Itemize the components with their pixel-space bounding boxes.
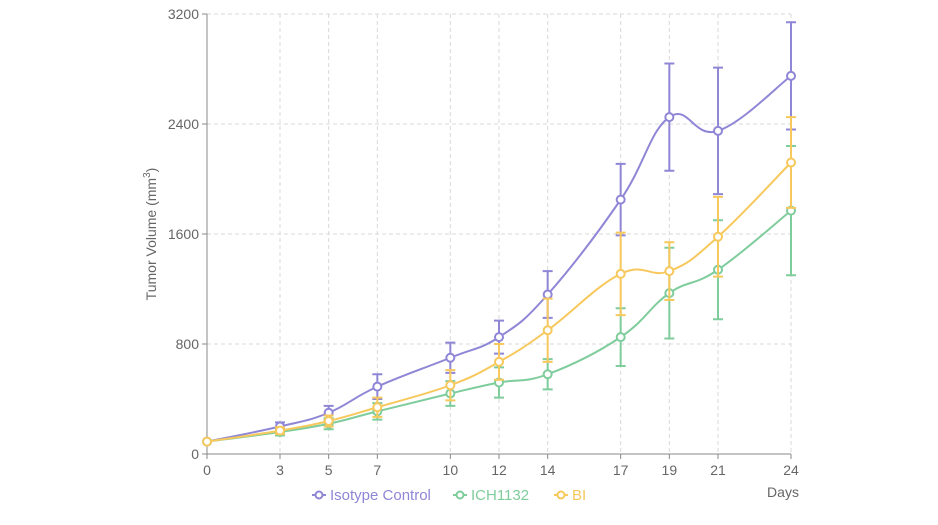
- legend-item-bi[interactable]: BI: [554, 487, 586, 504]
- data-point[interactable]: [542, 289, 553, 300]
- x-tick-label: 5: [325, 462, 333, 478]
- data-point[interactable]: [323, 416, 334, 426]
- legend-item-ich1132[interactable]: ICH1132: [453, 487, 529, 504]
- legend-item-isotype-control[interactable]: Isotype Control: [312, 487, 431, 504]
- x-tick-label: 12: [491, 462, 507, 478]
- x-tick-label: 24: [783, 462, 799, 478]
- data-point[interactable]: [494, 332, 504, 343]
- data-point[interactable]: [786, 157, 796, 168]
- data-point[interactable]: [445, 380, 456, 391]
- x-tick-label: 19: [662, 462, 678, 478]
- series-line: [206, 75, 792, 443]
- series-layer: [202, 21, 796, 447]
- series-isotype-control: [202, 21, 796, 447]
- y-axis-title-text: Tumor Volume (mm: [143, 178, 159, 300]
- data-point[interactable]: [202, 436, 212, 447]
- y-tick-label: 3200: [168, 6, 199, 22]
- y-tick-label: 0: [191, 446, 199, 462]
- series-line: [206, 161, 792, 443]
- y-axis-title-close: ): [143, 168, 159, 173]
- y-axis-title: Tumor Volume (mm3): [142, 168, 159, 301]
- x-tick-label: 3: [276, 462, 284, 478]
- x-tick-label: 0: [203, 462, 211, 478]
- legend-marker: [556, 490, 566, 500]
- legend-marker: [455, 490, 465, 500]
- y-tick-label: 2400: [168, 116, 199, 132]
- y-tick-label: 1600: [168, 226, 199, 242]
- x-axis-title: Days: [767, 484, 799, 500]
- data-point[interactable]: [615, 194, 626, 205]
- data-point[interactable]: [664, 112, 675, 123]
- y-axis-title-superscript: 3: [142, 172, 153, 178]
- data-point[interactable]: [372, 402, 383, 413]
- data-point[interactable]: [615, 268, 626, 279]
- data-point[interactable]: [372, 381, 383, 392]
- tick-labels: 0 3 5 7 10 12 14 17 19 21 24 0 800 1600 2400 3200: [168, 6, 799, 478]
- legend-label: BI: [572, 487, 586, 504]
- legend-label: ICH1132: [471, 487, 529, 504]
- y-tick-label: 800: [176, 336, 200, 352]
- data-point[interactable]: [542, 325, 553, 336]
- x-tick-label: 14: [540, 462, 556, 478]
- data-point[interactable]: [494, 356, 504, 367]
- legend[interactable]: Isotype Control ICH1132 BI: [312, 487, 586, 504]
- series-bi: [202, 116, 796, 447]
- data-point[interactable]: [542, 369, 553, 380]
- x-tick-label: 17: [613, 462, 629, 478]
- data-point[interactable]: [615, 332, 626, 343]
- x-tick-label: 7: [373, 462, 381, 478]
- legend-marker: [314, 490, 324, 500]
- data-point[interactable]: [713, 125, 723, 136]
- data-point[interactable]: [445, 352, 456, 363]
- data-point[interactable]: [664, 266, 675, 277]
- data-point[interactable]: [786, 70, 796, 81]
- data-point[interactable]: [713, 231, 723, 242]
- legend-label: Isotype Control: [330, 487, 431, 504]
- x-tick-label: 10: [443, 462, 459, 478]
- data-point[interactable]: [275, 425, 285, 436]
- x-tick-label: 21: [710, 462, 726, 478]
